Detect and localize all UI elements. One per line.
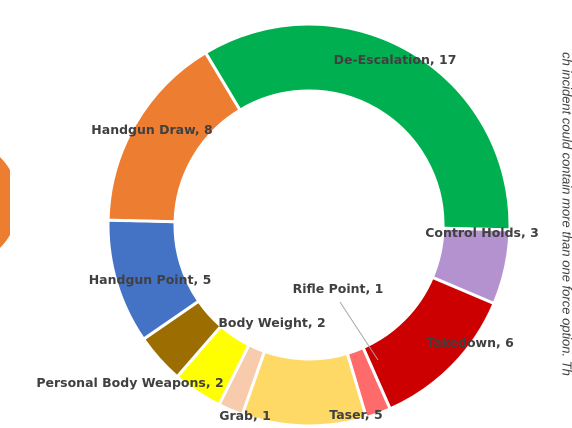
value-label: 2 [317,315,326,330]
category-name: De-Escalation [334,52,430,67]
category-name: Personal Body Weapons [36,375,206,390]
value-label: 17 [439,52,456,67]
category-name: Body Weight [218,315,308,330]
category-name: Takedown [426,335,496,350]
labels: De-Escalation, 17 Control Holds, 3 Takedow… [36,52,538,423]
value-label: 8 [204,122,213,137]
adjacent-chart-fragment [0,157,10,248]
category-name: Control Holds [425,225,521,240]
data-label: Body Weight, 2 [218,315,325,330]
category-name: Handgun Point [89,272,194,287]
note: ch incident could contain more than one … [560,52,572,376]
value-label: 6 [505,335,514,350]
value-label: 3 [530,225,539,240]
data-label: Grab, 1 [219,408,271,423]
value-label: 5 [374,407,383,422]
data-label: Taser, 5 [329,407,382,422]
category-name: Handgun Draw [91,122,196,137]
data-label: Handgun Draw, 8 [91,122,212,137]
slice [203,22,512,232]
slice [106,50,243,224]
donut [106,22,512,428]
data-label: Takedown, 6 [426,335,514,350]
data-label: Control Holds, 3 [425,225,539,240]
category-name: Taser [329,407,367,422]
data-label: Personal Body Weapons, 2 [36,375,223,390]
value-label: 1 [375,281,384,296]
value-label: 5 [203,272,212,287]
category-name: Grab [219,408,253,423]
leader-line [339,301,379,361]
data-label: Rifle Point, 1 [293,281,384,296]
value-label: 1 [262,408,271,423]
value-label: 2 [215,375,224,390]
data-label: Handgun Point, 5 [89,272,212,287]
category-name: Rifle Point [293,281,366,296]
data-label: De-Escalation, 17 [334,52,457,67]
